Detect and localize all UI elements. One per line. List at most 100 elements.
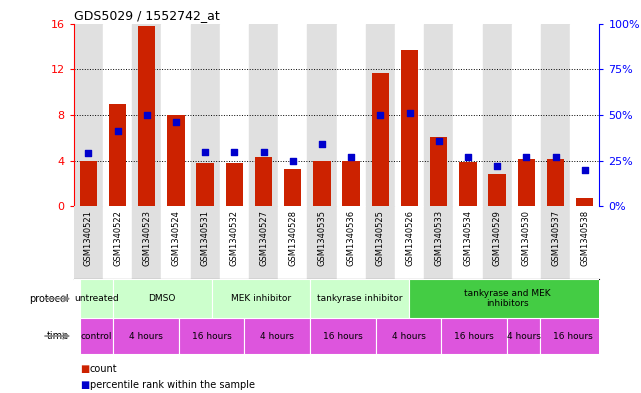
Bar [376,318,442,354]
Bar [284,169,301,206]
Bar [507,318,540,354]
Bar [424,206,453,279]
Text: count: count [90,364,117,375]
Point [142,112,152,118]
Bar [541,24,570,206]
Text: GSM1340528: GSM1340528 [288,210,297,266]
Bar [80,279,113,318]
Bar [109,103,126,206]
Text: GSM1340535: GSM1340535 [317,210,326,266]
Text: GSM1340532: GSM1340532 [230,210,239,266]
Point [317,141,327,147]
Bar [254,157,272,206]
Text: GSM1340529: GSM1340529 [493,210,502,266]
Text: time: time [46,331,69,341]
Bar [395,206,424,279]
Bar [313,161,331,206]
Text: GSM1340525: GSM1340525 [376,210,385,266]
Bar [576,198,594,206]
Bar [220,206,249,279]
Bar [488,174,506,206]
Bar [190,24,220,206]
Bar [483,206,512,279]
Text: 16 hours: 16 hours [323,332,363,340]
Text: GSM1340534: GSM1340534 [463,210,472,266]
Point [492,163,503,169]
Bar [196,163,214,206]
Bar [424,24,453,206]
Text: 4 hours: 4 hours [392,332,426,340]
Bar [453,206,483,279]
Bar [278,206,307,279]
Bar [570,206,599,279]
Text: GSM1340523: GSM1340523 [142,210,151,266]
Bar [244,318,310,354]
Bar [226,163,243,206]
Text: GSM1340538: GSM1340538 [580,210,589,266]
Bar [337,206,366,279]
Text: GSM1340531: GSM1340531 [201,210,210,266]
Bar [310,279,408,318]
Bar [540,318,606,354]
Bar [442,318,507,354]
Text: ■: ■ [80,380,89,390]
Bar [337,24,366,206]
Text: ■: ■ [80,364,89,375]
Bar [138,26,156,206]
Bar [570,24,599,206]
Bar [547,160,564,206]
Text: GSM1340536: GSM1340536 [347,210,356,266]
Text: control: control [81,332,112,340]
Bar [113,279,212,318]
Point [288,158,298,164]
Bar [512,206,541,279]
Bar [430,137,447,206]
Point [258,148,269,154]
Point [551,154,561,160]
Bar [74,24,103,206]
Bar [401,50,419,206]
Text: MEK inhibitor: MEK inhibitor [231,294,291,303]
Bar [162,24,190,206]
Bar [249,206,278,279]
Point [112,128,122,134]
Bar [249,24,278,206]
Bar [220,24,249,206]
Bar [179,318,244,354]
Point [521,154,531,160]
Bar [212,279,310,318]
Bar [79,161,97,206]
Text: GSM1340526: GSM1340526 [405,210,414,266]
Text: 16 hours: 16 hours [192,332,231,340]
Text: 4 hours: 4 hours [260,332,294,340]
Bar [132,206,162,279]
Text: tankyrase and MEK
inhibitors: tankyrase and MEK inhibitors [464,289,551,309]
Bar [307,24,337,206]
Bar [342,161,360,206]
Bar [366,24,395,206]
Bar [512,24,541,206]
Text: 4 hours: 4 hours [129,332,163,340]
Bar [541,206,570,279]
Point [375,112,385,118]
Bar [372,73,389,206]
Bar [80,318,113,354]
Point [171,119,181,125]
Bar [132,24,162,206]
Text: 16 hours: 16 hours [454,332,494,340]
Bar [517,160,535,206]
Bar [103,24,132,206]
Text: GSM1340537: GSM1340537 [551,210,560,266]
Bar [459,162,477,206]
Point [200,148,210,154]
Point [229,148,240,154]
Bar [395,24,424,206]
Text: 16 hours: 16 hours [553,332,593,340]
Text: protocol: protocol [29,294,69,304]
Text: GSM1340533: GSM1340533 [434,210,443,266]
Text: DMSO: DMSO [149,294,176,303]
Bar [408,279,606,318]
Bar [366,206,395,279]
Text: 4 hours: 4 hours [506,332,540,340]
Bar [483,24,512,206]
